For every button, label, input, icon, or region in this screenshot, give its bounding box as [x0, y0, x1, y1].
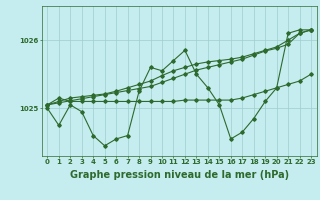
X-axis label: Graphe pression niveau de la mer (hPa): Graphe pression niveau de la mer (hPa) [70, 170, 289, 180]
